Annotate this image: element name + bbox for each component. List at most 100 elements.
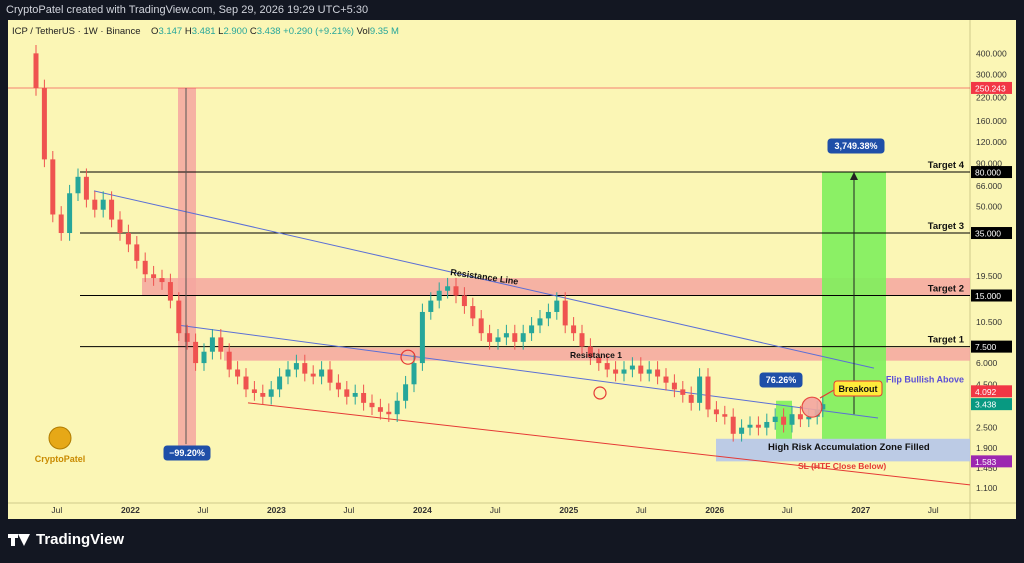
chart-area[interactable]: Target 4 Target 3 Target 2 Target 1 Resistan… <box>8 20 1016 519</box>
candle-body[interactable] <box>713 409 719 415</box>
accumulation-zone <box>716 438 970 462</box>
candle-body[interactable] <box>730 416 736 434</box>
candle-body[interactable] <box>92 199 98 210</box>
candle-body[interactable] <box>335 382 341 390</box>
candle-body[interactable] <box>487 333 493 342</box>
candle-body[interactable] <box>226 351 232 370</box>
candle-body[interactable] <box>755 424 761 428</box>
candle-body[interactable] <box>512 333 518 342</box>
candle-body[interactable] <box>209 337 215 352</box>
candle-body[interactable] <box>579 333 585 347</box>
candle-body[interactable] <box>453 286 459 296</box>
candle-body[interactable] <box>646 369 652 374</box>
candle-body[interactable] <box>67 193 73 234</box>
candle-body[interactable] <box>50 159 56 215</box>
candle-body[interactable] <box>789 414 795 425</box>
candle-body[interactable] <box>655 369 661 377</box>
candle-body[interactable] <box>268 389 274 397</box>
candle-body[interactable] <box>142 260 148 275</box>
candle-body[interactable] <box>688 394 694 403</box>
candle-body[interactable] <box>428 300 434 312</box>
candle-body[interactable] <box>820 404 826 410</box>
candle-body[interactable] <box>193 341 199 364</box>
candle-body[interactable] <box>310 373 316 377</box>
candle-body[interactable] <box>377 407 383 412</box>
candle-body[interactable] <box>629 365 635 370</box>
candle-body[interactable] <box>344 389 350 397</box>
candle-body[interactable] <box>394 400 400 415</box>
candle-body[interactable] <box>293 363 299 370</box>
candle-body[interactable] <box>470 306 476 319</box>
candle-body[interactable] <box>167 282 173 301</box>
candle-body[interactable] <box>176 300 182 334</box>
candle-body[interactable] <box>571 325 577 334</box>
candle-body[interactable] <box>781 416 787 425</box>
candle-body[interactable] <box>361 392 367 403</box>
candle-body[interactable] <box>554 300 560 312</box>
candle-body[interactable] <box>134 244 140 261</box>
x-tick-label: Jul <box>636 505 647 515</box>
candle-body[interactable] <box>83 176 89 200</box>
candle-body[interactable] <box>302 363 308 374</box>
chart-svg[interactable]: Target 4 Target 3 Target 2 Target 1 Resistan… <box>8 20 1016 519</box>
candle-body[interactable] <box>319 369 325 377</box>
candle-body[interactable] <box>680 389 686 395</box>
candle-body[interactable] <box>235 369 241 377</box>
candle-body[interactable] <box>520 333 526 342</box>
candle-body[interactable] <box>184 333 190 342</box>
candle-body[interactable] <box>201 351 207 364</box>
candle-body[interactable] <box>503 333 509 338</box>
candle-body[interactable] <box>604 363 610 370</box>
candle-body[interactable] <box>58 214 64 234</box>
candle-body[interactable] <box>529 325 535 334</box>
candle-body[interactable] <box>537 318 543 326</box>
candle-body[interactable] <box>621 369 627 374</box>
candle-body[interactable] <box>613 369 619 374</box>
candle-body[interactable] <box>352 392 358 397</box>
candle-body[interactable] <box>445 286 451 291</box>
candle-body[interactable] <box>100 199 106 210</box>
candle-body[interactable] <box>41 88 47 160</box>
candle-body[interactable] <box>125 233 131 245</box>
candle-body[interactable] <box>747 424 753 428</box>
candle-body[interactable] <box>663 376 669 383</box>
candle-body[interactable] <box>386 411 392 415</box>
candle-body[interactable] <box>277 376 283 390</box>
candle-body[interactable] <box>697 376 703 403</box>
candle-body[interactable] <box>495 337 501 342</box>
candle-body[interactable] <box>705 376 711 410</box>
candle-body[interactable] <box>151 274 157 279</box>
target-label-2: Target 2 <box>928 284 964 295</box>
candle-body[interactable] <box>159 278 165 283</box>
candle-body[interactable] <box>764 421 770 428</box>
candle-body[interactable] <box>33 53 39 89</box>
candle-body[interactable] <box>285 369 291 377</box>
candle-body[interactable] <box>419 311 425 364</box>
candle-body[interactable] <box>562 300 568 326</box>
candle-body[interactable] <box>545 311 551 319</box>
candle-body[interactable] <box>638 365 644 374</box>
candle-body[interactable] <box>109 199 115 220</box>
candle-body[interactable] <box>772 416 778 422</box>
candle-body[interactable] <box>260 392 266 397</box>
candle-body[interactable] <box>461 295 467 307</box>
candle-body[interactable] <box>369 402 375 408</box>
candle-body[interactable] <box>722 414 728 417</box>
candle-body[interactable] <box>739 427 745 434</box>
candle-body[interactable] <box>596 357 602 364</box>
candle-body[interactable] <box>411 363 417 385</box>
candle-body[interactable] <box>117 219 123 234</box>
candle-body[interactable] <box>436 290 442 301</box>
candle-body[interactable] <box>478 318 484 334</box>
candle-body[interactable] <box>403 384 409 401</box>
candle-body[interactable] <box>671 382 677 390</box>
candle-body[interactable] <box>218 337 224 352</box>
candle-body[interactable] <box>806 416 812 420</box>
candle-body[interactable] <box>797 414 803 420</box>
candle-body[interactable] <box>327 369 333 383</box>
candle-body[interactable] <box>587 346 593 358</box>
candle-body[interactable] <box>251 389 257 393</box>
candle-body[interactable] <box>75 176 81 194</box>
candle-body[interactable] <box>243 376 249 390</box>
tradingview-logo[interactable]: TradingView <box>8 531 124 548</box>
